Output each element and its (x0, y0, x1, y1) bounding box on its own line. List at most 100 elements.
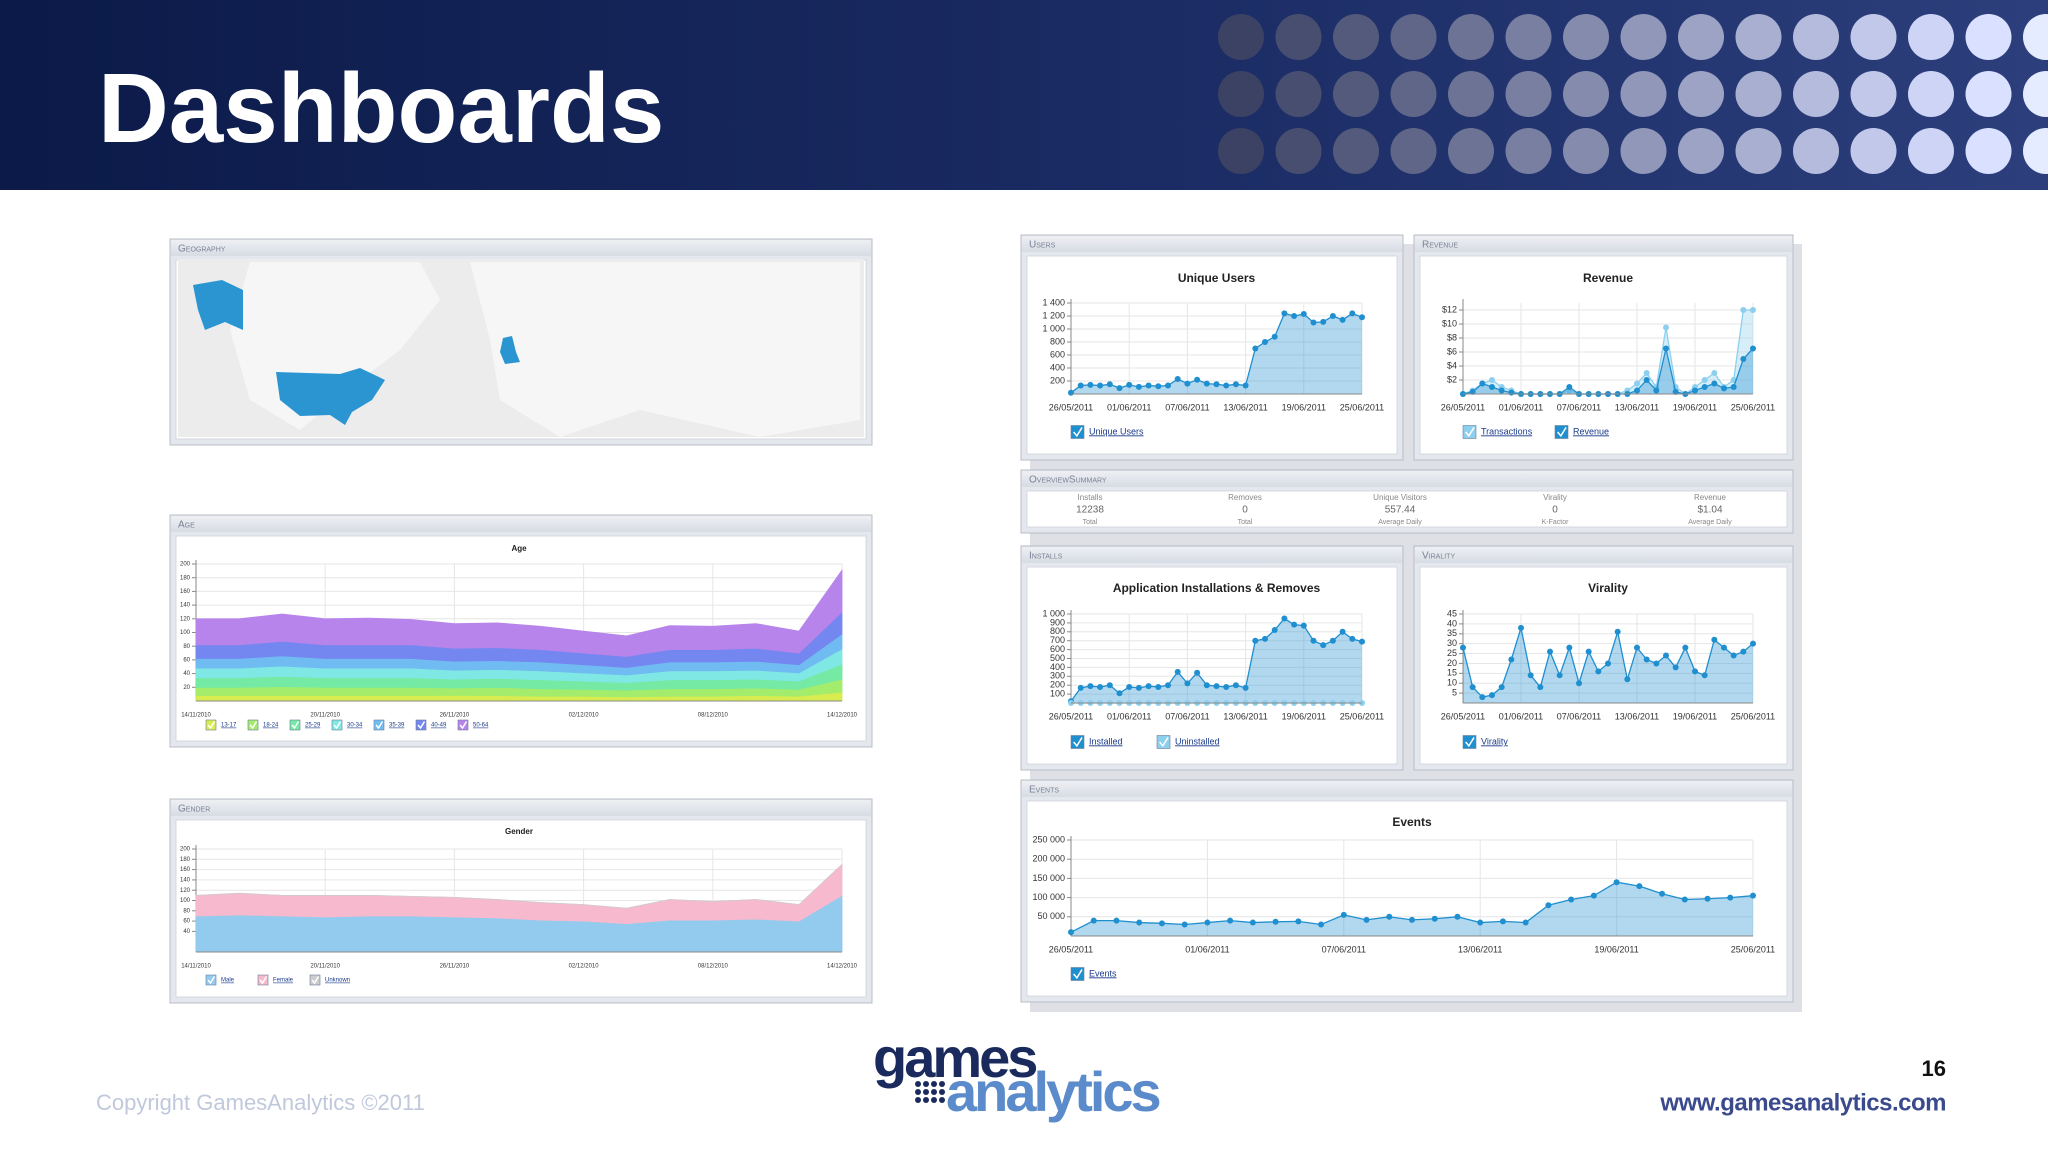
series-area (1071, 618, 1362, 703)
header-dot (1448, 14, 1494, 60)
logo-dot (915, 1081, 921, 1087)
legend-label[interactable]: 25-29 (305, 723, 321, 729)
data-point (1272, 918, 1279, 925)
legend-label[interactable]: Installed (1089, 736, 1123, 746)
data-point (1155, 683, 1162, 690)
logo-dot (915, 1089, 921, 1095)
panel-title: Users (1029, 240, 1056, 251)
data-point (1329, 313, 1336, 319)
legend-label[interactable]: Male (221, 978, 235, 984)
y-tick-label: 45 (1447, 608, 1457, 618)
legend-label[interactable]: Events (1089, 968, 1117, 978)
chart-title: Virality (1588, 581, 1628, 595)
legend-checkbox[interactable] (457, 719, 469, 731)
data-point (1663, 652, 1669, 659)
data-point (1663, 345, 1669, 352)
legend-label[interactable]: 18-24 (263, 723, 279, 729)
legend-checkbox[interactable] (247, 719, 259, 731)
legend-label[interactable]: 50-64 (473, 723, 489, 729)
legend-check (291, 721, 300, 730)
x-tick-label: 19/06/2011 (1282, 711, 1326, 721)
data-point (1106, 381, 1113, 388)
legend-checkbox[interactable] (373, 719, 385, 731)
chart: Events 50 000 100 000 150 000 200 000 250 000… (1032, 815, 1775, 981)
x-tick-label: 07/06/2011 (1557, 402, 1601, 412)
legend-label[interactable]: Virality (1481, 736, 1508, 746)
data-point (1672, 664, 1679, 671)
y-tick-label: 200 (1050, 680, 1065, 690)
x-tick-label: 25/06/2011 (1731, 944, 1775, 954)
panel-body (1419, 566, 1788, 765)
legend-label[interactable]: 13-17 (221, 723, 237, 729)
legend-label[interactable]: Unknown (325, 978, 350, 984)
legend-label[interactable]: Female (273, 978, 294, 984)
y-tick-label: 60 (183, 657, 190, 663)
legend-checkbox[interactable] (205, 974, 217, 986)
y-tick-label: $8 (1447, 332, 1457, 342)
y-tick-label: 25 (1447, 648, 1457, 658)
legend-label[interactable]: Uninstalled (1175, 736, 1220, 746)
data-point (1291, 313, 1298, 319)
legend-check (311, 976, 320, 985)
summary-note: Average Daily (1688, 519, 1732, 526)
data-point (1518, 624, 1524, 631)
y-tick-label: 15 (1447, 668, 1457, 678)
legend-label[interactable]: Transactions (1481, 426, 1533, 436)
y-tick-label: 250 000 (1032, 834, 1065, 844)
header-dot (1620, 128, 1667, 174)
legend-label[interactable]: Unique Users (1089, 426, 1144, 436)
logo-dot (939, 1081, 945, 1087)
panel-title: Virality (1422, 551, 1455, 562)
legend-label[interactable]: 30-34 (347, 723, 363, 729)
data-point (1489, 384, 1495, 390)
header-dot (1965, 71, 2012, 117)
legend-check (1465, 427, 1475, 438)
data-point (1135, 684, 1142, 691)
data-point (1750, 640, 1756, 647)
legend-label[interactable]: 35-39 (389, 723, 405, 729)
header-dot (1505, 71, 1552, 117)
legend-checkbox[interactable] (289, 719, 301, 731)
panel-title: Installs (1029, 551, 1063, 562)
chart: Revenue $2 $4 $6 $8 $10 $12 26/05/2011 01/06/201… (1441, 271, 1775, 439)
data-point (1068, 389, 1074, 396)
data-point (1386, 913, 1393, 920)
data-point (1320, 318, 1327, 325)
legend-checkbox[interactable] (415, 719, 427, 731)
data-point (1252, 637, 1259, 644)
chart-title: Gender (505, 827, 533, 836)
data-point (1701, 672, 1708, 679)
x-tick-label: 14/11/2010 (181, 713, 211, 719)
data-point (1750, 345, 1756, 352)
data-point (1174, 376, 1181, 383)
header-dot (1275, 71, 1322, 117)
header-dot (1448, 128, 1494, 174)
header-dot (1678, 71, 1724, 117)
legend-checkbox[interactable] (309, 974, 321, 986)
data-point (1460, 644, 1466, 651)
legend-checkbox[interactable] (205, 719, 217, 731)
legend-checkbox[interactable] (331, 719, 343, 731)
data-point (1508, 389, 1515, 396)
legend-label[interactable]: 40-49 (431, 723, 447, 729)
header-dot (1390, 14, 1437, 60)
summary-note: Average Daily (1378, 519, 1422, 526)
legend-checkbox[interactable] (257, 974, 269, 986)
data-point (1547, 648, 1553, 655)
header-dot (1908, 71, 1954, 117)
data-point (1145, 382, 1152, 389)
header-dot (1275, 128, 1322, 174)
legend-check (1073, 737, 1083, 748)
panel-title: Revenue (1422, 240, 1458, 251)
legend-check (207, 976, 216, 985)
data-point (1614, 628, 1621, 635)
legend-check (1159, 737, 1169, 748)
header-dot (1735, 71, 1782, 117)
header-dot (1850, 128, 1897, 174)
legend-label[interactable]: Revenue (1573, 426, 1609, 436)
header-dot (1850, 14, 1897, 60)
data-point (1653, 387, 1660, 394)
url: www.gamesanalytics.com (1659, 1089, 1946, 1116)
legend-check (249, 721, 258, 730)
